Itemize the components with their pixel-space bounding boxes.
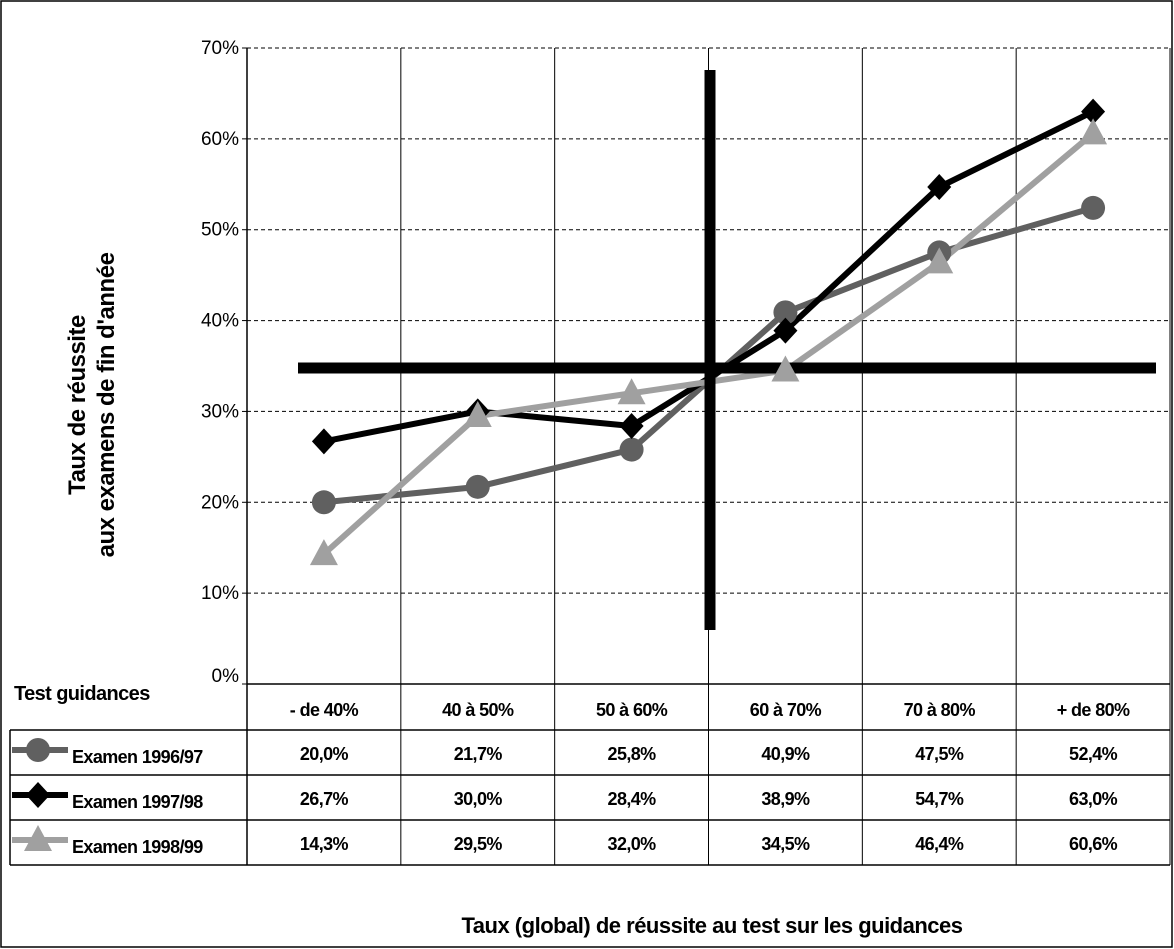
marker [773, 300, 798, 325]
table-value: 21,7% [454, 744, 503, 764]
legend-label: Examen 1996/97 [72, 747, 203, 767]
table-value: 26,7% [300, 789, 349, 809]
marker [1081, 195, 1106, 220]
y-title-line: aux examens de fin d'année [93, 252, 120, 557]
marker [925, 247, 954, 274]
table-value: 25,8% [608, 744, 657, 764]
table-value: 30,0% [454, 789, 503, 809]
table-value: 54,7% [915, 789, 964, 809]
marker [619, 412, 644, 439]
y-tick-label: 50% [201, 220, 239, 241]
table-value: 40,9% [761, 744, 810, 764]
marker [771, 355, 800, 382]
table-value: 60,6% [1069, 834, 1118, 854]
marker [24, 825, 52, 851]
marker [26, 738, 50, 762]
table-value: 34,5% [761, 834, 810, 854]
marker [309, 539, 338, 566]
table-value: 32,0% [608, 834, 657, 854]
table-value: 52,4% [1069, 744, 1118, 764]
marker [465, 474, 490, 499]
y-tick-label: 70% [201, 38, 239, 59]
marker [463, 400, 492, 427]
y-tick-label: 0% [212, 666, 240, 687]
x-tick-label: - de 40% [290, 700, 359, 720]
y-title-line: Taux de réussite [64, 315, 91, 495]
marker [311, 428, 336, 455]
table-value: 46,4% [915, 834, 964, 854]
table-value: 38,9% [761, 789, 810, 809]
table-value: 63,0% [1069, 789, 1118, 809]
table-value: 29,5% [454, 834, 503, 854]
x-title: Taux (global) de réussite au test sur le… [461, 913, 962, 938]
y-tick-label: 10% [201, 583, 239, 604]
y-tick-label: 60% [201, 129, 239, 150]
y-title: Taux de réussite aux examens de fin d'an… [64, 252, 120, 557]
x-tick-label: + de 80% [1057, 700, 1130, 720]
x-tick-label: 70 à 80% [904, 700, 976, 720]
y-tick-label: 40% [201, 311, 239, 332]
x-tick-label: 60 à 70% [750, 700, 822, 720]
marker [1079, 118, 1108, 145]
table-value: 28,4% [608, 789, 657, 809]
legend-label: Examen 1997/98 [72, 792, 203, 812]
marker [617, 378, 646, 405]
marker [927, 174, 952, 201]
table-value: 20,0% [300, 744, 349, 764]
marker [1081, 98, 1106, 125]
marker [619, 437, 644, 462]
x-tick-label: 50 à 60% [596, 700, 668, 720]
marker [311, 490, 336, 515]
x-tick-label: 40 à 50% [442, 700, 514, 720]
table-value: 47,5% [915, 744, 964, 764]
legend-label: Examen 1998/99 [72, 837, 203, 857]
y-tick-label: 20% [201, 492, 239, 513]
table-value: 14,3% [300, 834, 349, 854]
marker [773, 317, 798, 344]
y-tick-label: 30% [201, 401, 239, 422]
marker [26, 782, 50, 808]
table-header: Test guidances [14, 683, 150, 705]
